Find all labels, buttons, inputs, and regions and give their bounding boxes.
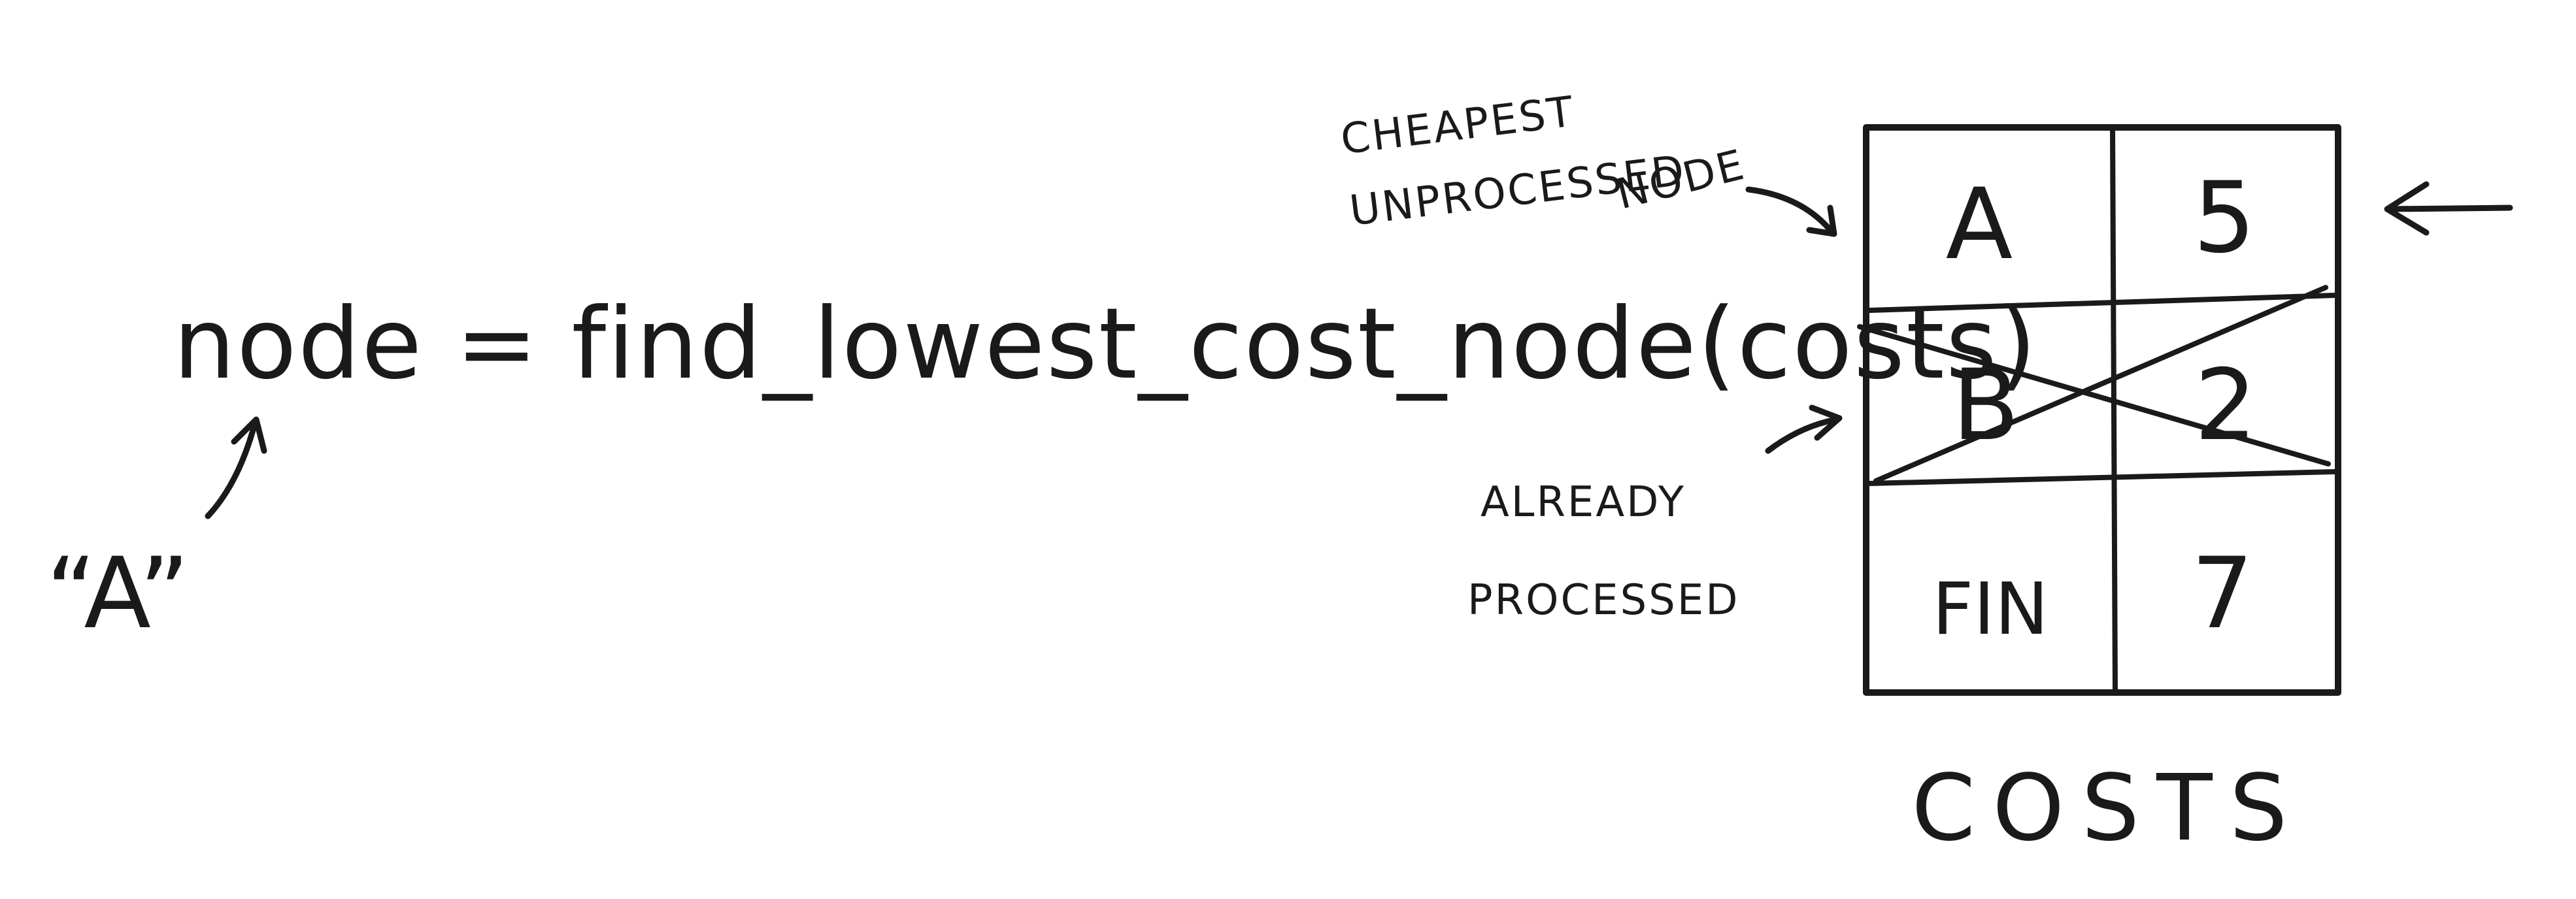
costs-table bbox=[1857, 124, 2341, 696]
row-b-cost: 2 bbox=[2194, 349, 2256, 463]
table-caption: COSTS bbox=[1911, 755, 2304, 862]
processed-label-line2: PROCESSED bbox=[1467, 576, 1740, 625]
table-row: B 2 bbox=[1952, 349, 2257, 463]
return-value: “A” bbox=[46, 537, 190, 651]
row-a-cost: 5 bbox=[2193, 161, 2255, 275]
current-row-arrow-icon bbox=[2384, 181, 2513, 236]
return-arrow-icon bbox=[205, 416, 267, 519]
cheapest-arrow-icon bbox=[1745, 186, 1837, 237]
cheapest-label-line1: CHEAPEST bbox=[1338, 88, 1577, 164]
processed-label-line1: ALREADY bbox=[1480, 478, 1686, 527]
row-fin-cost: 7 bbox=[2191, 537, 2253, 651]
code-line: node = find_lowest_cost_node(costs) bbox=[173, 287, 2037, 401]
table-row: FIN 7 bbox=[1932, 537, 2254, 651]
row-fin-node: FIN bbox=[1932, 567, 2049, 651]
row-b-node: B bbox=[1952, 349, 2020, 463]
table-row: A 5 bbox=[1946, 161, 2256, 282]
row-a-node: A bbox=[1946, 168, 2013, 282]
processed-arrow-icon bbox=[1765, 404, 1843, 454]
